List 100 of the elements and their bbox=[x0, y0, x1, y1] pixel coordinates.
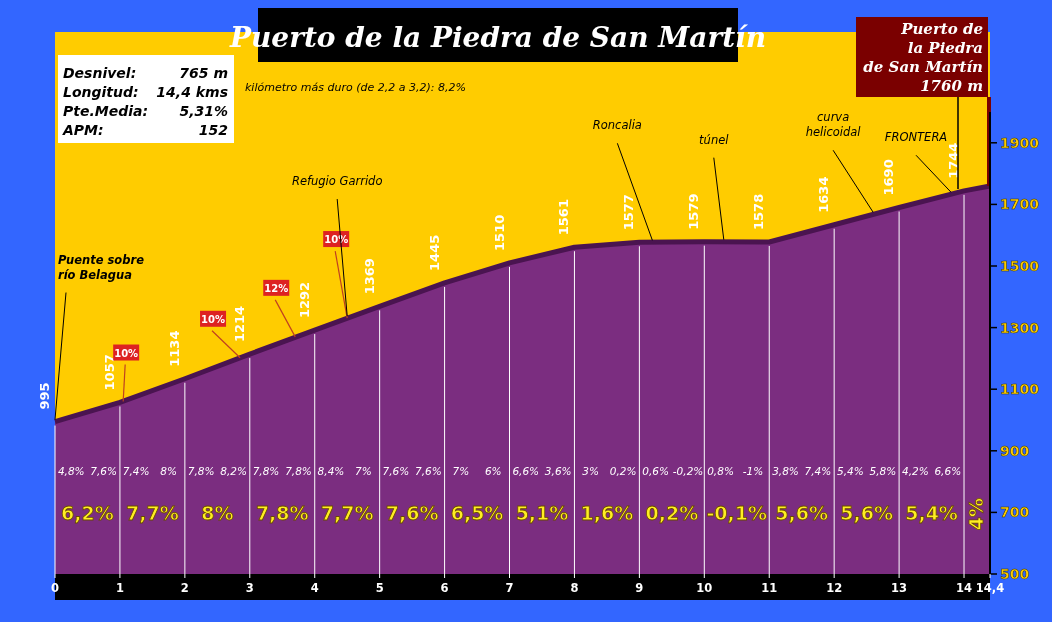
annotation: 5,4% bbox=[837, 465, 864, 478]
x-tick-label: 11 bbox=[761, 581, 778, 595]
annotation: Puerto de la Piedra de San Martín 1760 m bbox=[863, 20, 983, 95]
data-label: 1744 bbox=[946, 142, 962, 179]
annotation: 152 bbox=[198, 122, 228, 138]
annotation: 7,6% bbox=[415, 465, 442, 478]
data-label: 1134 bbox=[166, 330, 182, 367]
text: 765 m bbox=[179, 65, 228, 81]
x-tick-label: 12 bbox=[826, 581, 843, 595]
annotation: 3,6% bbox=[544, 465, 572, 478]
annotation: 7,7% bbox=[126, 502, 179, 525]
annotation: 8% bbox=[201, 502, 234, 525]
annotation: 10% bbox=[114, 347, 139, 359]
annotation: Refugio Garrido bbox=[291, 174, 383, 189]
y-tick-label: 1500 bbox=[1000, 258, 1040, 274]
annotation: 5,8% bbox=[869, 465, 897, 478]
annotation: 7,6% bbox=[90, 465, 118, 478]
annotation: 0,2% bbox=[645, 502, 699, 525]
x-tick-label: 9 bbox=[635, 581, 644, 595]
x-tick-label: 2 bbox=[180, 581, 189, 595]
annotation: 5,1% bbox=[515, 502, 569, 525]
y-tick-label: 1700 bbox=[1000, 196, 1040, 213]
annotation: 6,2% bbox=[61, 502, 114, 525]
data-label: 1579 bbox=[686, 193, 702, 230]
x-tick-label: 1 bbox=[115, 581, 124, 595]
annotation: túnel bbox=[699, 132, 730, 147]
y-tick-label: 1300 bbox=[1000, 319, 1040, 336]
text: 14,4 kms bbox=[156, 84, 228, 100]
data-label: 1445 bbox=[426, 234, 442, 271]
data-label: 1561 bbox=[556, 199, 572, 236]
data-label: 1369 bbox=[361, 258, 377, 295]
annotation: Roncalia bbox=[592, 118, 642, 133]
y-tick-label: 900 bbox=[1000, 442, 1030, 459]
data-label: 995 bbox=[37, 382, 52, 410]
y-tick-label: 500 bbox=[1000, 566, 1030, 582]
annotation: 4,2% bbox=[901, 465, 929, 478]
data-label: 1690 bbox=[881, 159, 897, 196]
annotation: 12% bbox=[264, 282, 289, 294]
annotation: 3% bbox=[582, 465, 600, 478]
annotation: 5,6% bbox=[775, 502, 829, 525]
annotation: 7,8% bbox=[255, 502, 309, 525]
data-label: 1214 bbox=[231, 305, 247, 343]
annotation: 0,6% bbox=[642, 465, 669, 478]
annotation: 6% bbox=[484, 465, 502, 478]
annotation: 7,6% bbox=[382, 465, 410, 478]
annotation: 7,8% bbox=[285, 465, 312, 478]
data-label: 1510 bbox=[491, 214, 507, 251]
annotation: 8% bbox=[160, 465, 177, 478]
annotation: curva helicoidal bbox=[805, 110, 862, 140]
annotation: APM: bbox=[62, 122, 104, 138]
annotation: 5,6% bbox=[840, 502, 893, 525]
x-tick-label: 7 bbox=[505, 581, 514, 595]
annotation: 10% bbox=[201, 313, 226, 325]
annotation: 7,4% bbox=[804, 465, 832, 478]
x-tick-label: 4 bbox=[310, 581, 319, 595]
annotation: 7,4% bbox=[122, 465, 150, 478]
x-tick-label: 5 bbox=[375, 581, 384, 595]
annotation: Pte.Media: bbox=[63, 103, 149, 119]
x-tick-label: 13 bbox=[891, 581, 908, 595]
annotation: 8,4% bbox=[317, 465, 345, 478]
annotation: 1,6% bbox=[580, 502, 634, 525]
data-label: 1577 bbox=[621, 194, 637, 231]
annotation: 5,31% bbox=[179, 103, 228, 119]
annotation: -1% bbox=[742, 465, 764, 478]
text: Longitud: bbox=[63, 84, 139, 100]
x-tick-label: 10 bbox=[696, 581, 713, 595]
x-tick-label: 8 bbox=[570, 581, 579, 595]
x-tick-label: 3 bbox=[245, 581, 254, 595]
annotation: 8,2% bbox=[220, 465, 247, 478]
data-label: 1578 bbox=[751, 193, 767, 230]
annotation: 4% bbox=[965, 497, 988, 531]
x-tick-label: 6 bbox=[440, 581, 449, 595]
data-label: 1634 bbox=[816, 176, 832, 213]
x-tick-label: 14 bbox=[956, 581, 973, 595]
annotation: 4,8% bbox=[57, 465, 85, 478]
annotation: 7% bbox=[355, 465, 372, 478]
text: Desnivel: bbox=[63, 65, 137, 81]
annotation: 5,4% bbox=[905, 502, 958, 525]
text: kilómetro más duro (de 2,2 a 3,2): 8,2% bbox=[245, 81, 466, 94]
annotation: 7,7% bbox=[320, 502, 374, 525]
annotation: 7,8% bbox=[187, 465, 215, 478]
annotation: 7% bbox=[452, 465, 470, 478]
y-tick-label: 1100 bbox=[1000, 381, 1040, 398]
annotation: 6,6% bbox=[934, 465, 962, 478]
annotation: 0,2% bbox=[609, 465, 637, 478]
annotation: -0,2% bbox=[672, 465, 704, 478]
x-tick-label: 0 bbox=[50, 581, 60, 595]
annotation: Puente sobre río Belagua bbox=[58, 252, 145, 282]
annotation: 7,8% bbox=[252, 465, 280, 478]
data-label: 1057 bbox=[101, 354, 117, 391]
annotation: 7,6% bbox=[385, 502, 439, 525]
annotation: 6,6% bbox=[512, 465, 540, 478]
y-tick-label: 700 bbox=[1000, 504, 1030, 521]
data-label: 1292 bbox=[296, 281, 312, 319]
annotation: FRONTERA bbox=[884, 130, 948, 145]
annotation: 0,8% bbox=[707, 465, 734, 478]
annotation: -0,1% bbox=[706, 502, 768, 525]
annotation: 3,8% bbox=[772, 465, 799, 478]
y-tick-label: 1900 bbox=[1000, 134, 1040, 151]
annotation: 6,5% bbox=[450, 502, 504, 525]
